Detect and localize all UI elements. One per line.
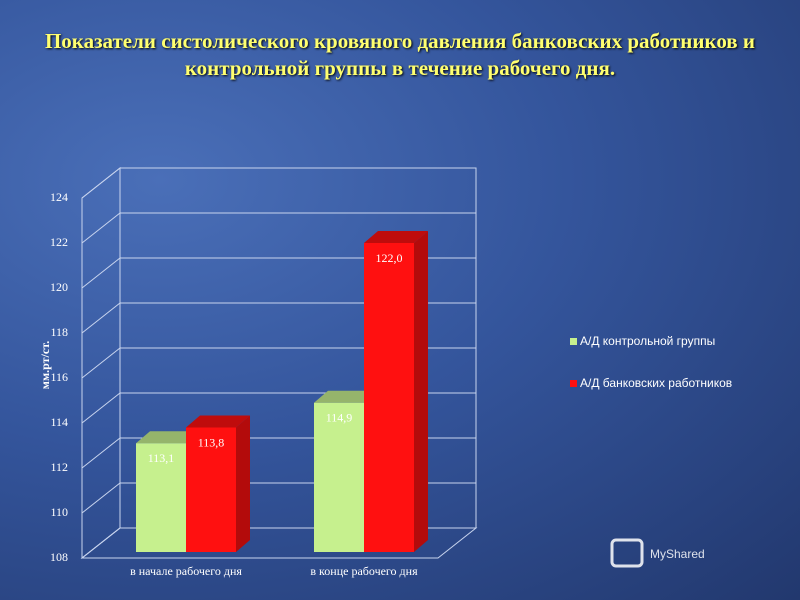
y-tick-label: 122 <box>50 235 68 249</box>
y-tick-label: 124 <box>50 190 68 204</box>
watermark-icon <box>610 538 644 568</box>
bar <box>364 243 414 552</box>
y-tick-label: 108 <box>50 550 68 564</box>
grid-line <box>81 257 476 289</box>
y-tick-label: 114 <box>50 415 68 429</box>
bar <box>314 402 364 552</box>
grid-line <box>81 302 476 334</box>
value-label: 114,9 <box>326 411 353 425</box>
bar <box>136 443 186 552</box>
bar-side <box>414 231 428 552</box>
value-label: 122,0 <box>376 251 403 265</box>
legend-swatch <box>570 338 577 345</box>
y-tick-label: 112 <box>50 460 68 474</box>
bar-side <box>236 415 250 552</box>
bar-top <box>186 415 250 428</box>
grid-line <box>81 347 476 379</box>
y-tick-label: 118 <box>50 325 68 339</box>
bar-top <box>364 231 428 243</box>
legend-label: А/Д банковских работников <box>580 376 732 390</box>
y-tick-label: 110 <box>50 505 68 519</box>
bar <box>186 427 236 552</box>
value-label: 113,1 <box>148 451 175 465</box>
grid-line <box>81 212 476 244</box>
bar-top <box>136 431 200 444</box>
y-axis-label: мм.рт/ст. <box>38 341 52 389</box>
x-tick-label: в начале рабочего дня <box>130 564 242 578</box>
y-tick-label: 116 <box>50 370 68 384</box>
chart-title: Показатели систолического кровяного давл… <box>44 29 756 80</box>
legend-swatch <box>570 380 577 387</box>
legend-label: А/Д контрольной группы <box>580 334 715 348</box>
value-label: 113,8 <box>198 435 225 449</box>
bar-top <box>314 390 378 403</box>
watermark: MyShared <box>650 547 705 561</box>
x-tick-label: в конце рабочего дня <box>310 564 418 578</box>
y-tick-label: 120 <box>50 280 68 294</box>
grid-line <box>81 167 476 199</box>
